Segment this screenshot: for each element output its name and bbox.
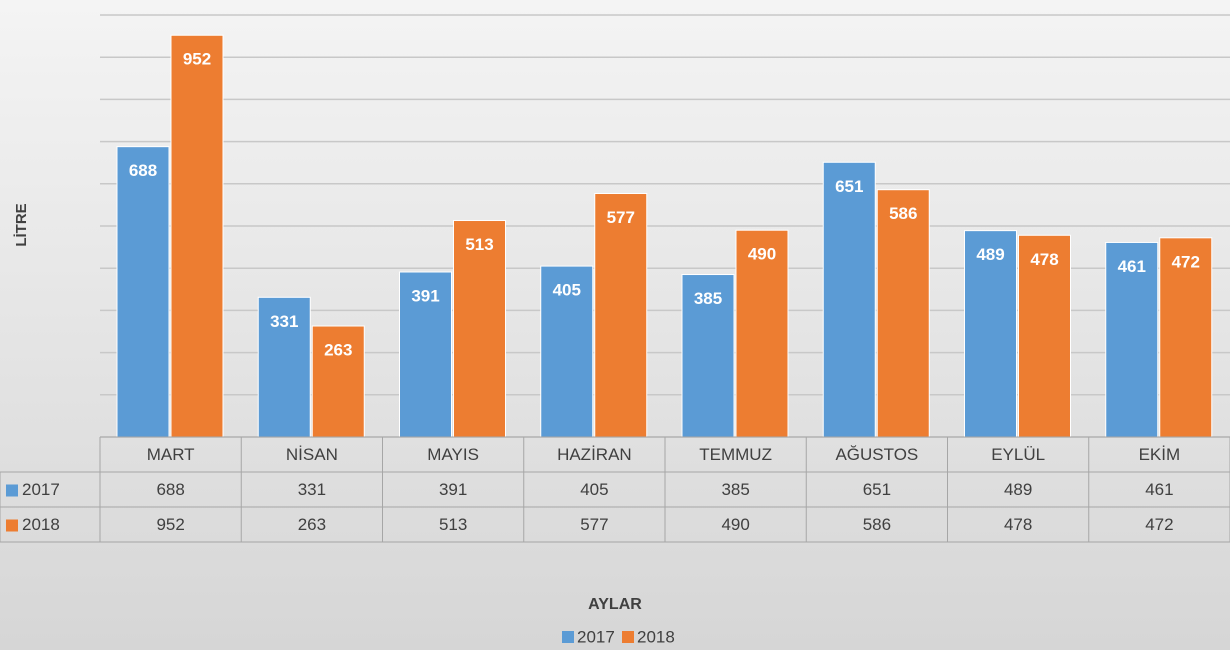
table-cell: 461	[1145, 480, 1173, 499]
data-label: 577	[607, 208, 635, 227]
x-tick-label: MART	[147, 445, 195, 464]
bar	[399, 271, 452, 438]
x-tick-label: EYLÜL	[991, 445, 1045, 464]
table-series-name: 2017	[22, 480, 60, 499]
data-label: 490	[748, 245, 776, 264]
bar	[257, 296, 311, 438]
data-label: 586	[889, 204, 917, 223]
data-label: 263	[324, 340, 352, 359]
bar	[594, 193, 648, 438]
table-cell: 688	[156, 480, 184, 499]
bar	[1159, 237, 1213, 438]
bar	[681, 274, 735, 438]
data-label: 952	[183, 50, 211, 69]
bar	[735, 229, 789, 438]
table-cell: 952	[156, 515, 184, 534]
table-cell: 490	[721, 515, 749, 534]
x-tick-label: AĞUSTOS	[835, 445, 918, 464]
table-cell: 489	[1004, 480, 1032, 499]
bar	[1018, 234, 1071, 438]
bar	[822, 161, 876, 438]
data-label: 651	[835, 177, 863, 196]
x-tick-label: MAYIS	[427, 445, 479, 464]
legend-key	[562, 631, 574, 643]
data-label: 513	[465, 235, 493, 254]
data-label: 489	[976, 245, 1004, 264]
data-label: 391	[411, 286, 439, 305]
bar	[453, 220, 506, 438]
x-tick-label: HAZİRAN	[557, 445, 632, 464]
legend-key	[622, 631, 634, 643]
bar	[964, 230, 1017, 438]
data-label: 461	[1118, 257, 1146, 276]
table-cell: 651	[863, 480, 891, 499]
legend-key	[6, 519, 18, 532]
x-tick-label: NİSAN	[286, 445, 338, 464]
table-cell: 586	[863, 515, 891, 534]
data-label: 331	[270, 312, 298, 331]
x-axis-title: AYLAR	[588, 596, 642, 613]
data-label: 385	[694, 289, 722, 308]
bar	[540, 265, 594, 438]
table-series-name: 2018	[22, 515, 60, 534]
table-cell: 405	[580, 480, 608, 499]
x-tick-label: TEMMUZ	[699, 445, 772, 464]
data-label: 405	[553, 281, 581, 300]
bar	[116, 146, 170, 438]
table-cell: 577	[580, 515, 608, 534]
bar	[311, 325, 365, 438]
data-label: 472	[1172, 252, 1200, 271]
table-cell: 391	[439, 480, 467, 499]
data-label: 478	[1030, 250, 1058, 269]
bar	[876, 189, 930, 438]
bar	[1105, 241, 1159, 438]
table-cell: 331	[298, 480, 326, 499]
table-cell: 385	[721, 480, 749, 499]
legend-label: 2018	[637, 627, 675, 646]
table-cell: 263	[298, 515, 326, 534]
legend-label: 2017	[577, 627, 615, 646]
table-cell: 478	[1004, 515, 1032, 534]
legend-key	[6, 484, 18, 497]
bar	[170, 34, 224, 438]
y-axis-title: LİTRE	[13, 203, 30, 246]
table-cell: 472	[1145, 515, 1173, 534]
x-tick-label: EKİM	[1139, 445, 1181, 464]
table-cell: 513	[439, 515, 467, 534]
data-label: 688	[129, 161, 157, 180]
